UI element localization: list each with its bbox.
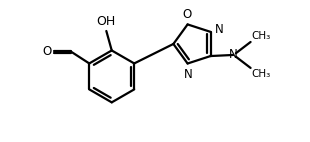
Text: CH₃: CH₃ xyxy=(252,31,271,41)
Text: CH₃: CH₃ xyxy=(252,69,271,79)
Text: OH: OH xyxy=(97,15,116,28)
Text: N: N xyxy=(215,23,223,36)
Text: N: N xyxy=(229,48,238,61)
Text: N: N xyxy=(184,68,193,81)
Text: O: O xyxy=(182,8,191,21)
Text: O: O xyxy=(42,45,52,58)
